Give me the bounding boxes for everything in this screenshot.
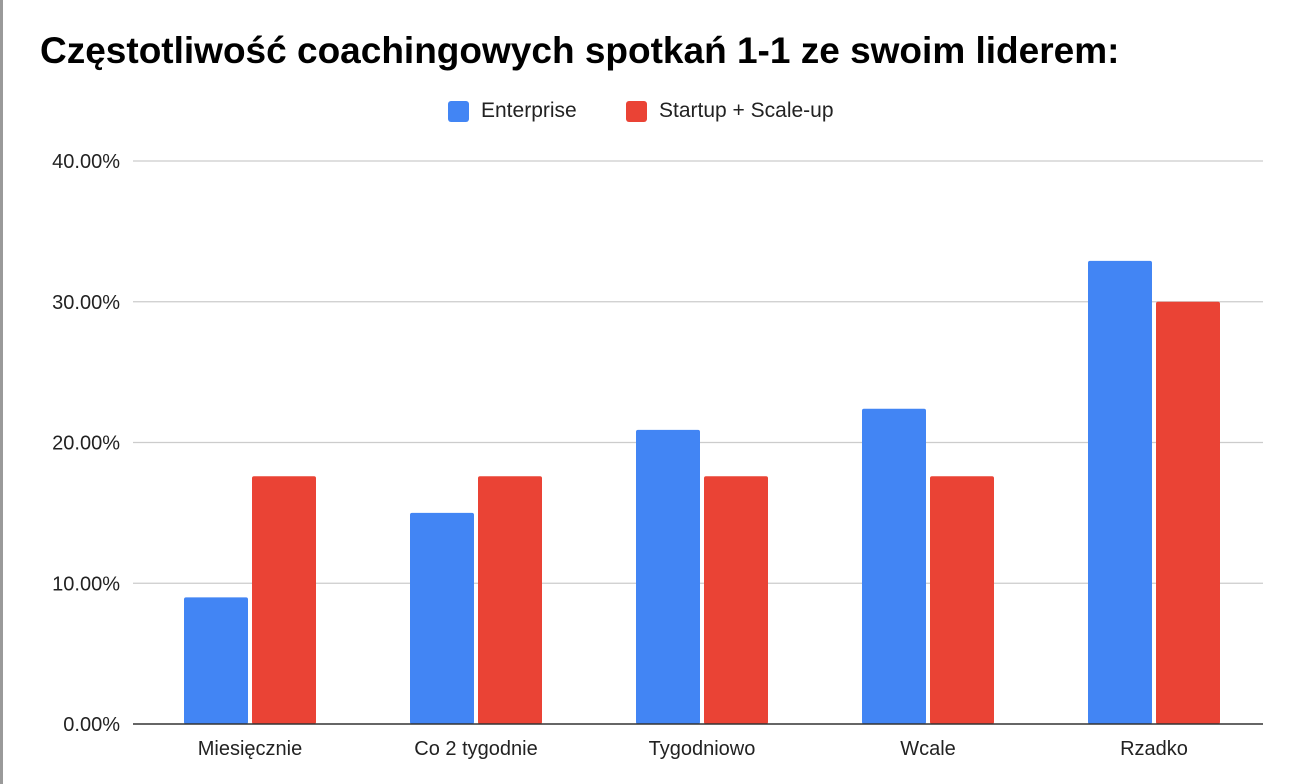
bar-enterprise	[636, 429, 700, 724]
bar-enterprise	[410, 512, 474, 724]
legend-swatch-enterprise	[448, 100, 469, 122]
bar-startup-scale-up	[478, 476, 542, 724]
bar-startup-scale-up	[704, 476, 768, 724]
y-tick-label: 40.00%	[52, 151, 120, 173]
y-tick-label: 10.00%	[52, 573, 120, 595]
bar-startup-scale-up	[252, 476, 316, 724]
bar-enterprise	[184, 597, 248, 724]
legend-label-startup-scale-up: Startup + Scale-up	[659, 99, 834, 122]
y-tick-label: 30.00%	[52, 292, 120, 314]
x-tick-label: Tygodniowo	[649, 738, 756, 760]
bar-startup-scale-up	[1156, 301, 1220, 724]
x-tick-label: Miesięcznie	[198, 738, 302, 760]
legend-item-startup-scale-up: Startup + Scale-up	[626, 96, 834, 126]
legend: Enterprise Startup + Scale-up	[0, 96, 1292, 126]
bar-startup-scale-up	[930, 476, 994, 724]
chart-title: Częstotliwość coachingowych spotkań 1-1 …	[40, 30, 1120, 71]
legend-item-enterprise: Enterprise	[448, 96, 577, 126]
window-left-border	[0, 0, 3, 784]
bar-enterprise	[1088, 260, 1152, 724]
y-tick-label: 20.00%	[52, 433, 120, 455]
legend-label-enterprise: Enterprise	[481, 99, 577, 122]
x-tick-label: Co 2 tygodnie	[414, 738, 537, 760]
x-tick-label: Rzadko	[1120, 738, 1188, 760]
y-tick-label: 0.00%	[63, 714, 120, 736]
x-tick-label: Wcale	[900, 738, 956, 760]
legend-swatch-startup-scale-up	[626, 100, 647, 122]
bar-enterprise	[862, 408, 926, 724]
